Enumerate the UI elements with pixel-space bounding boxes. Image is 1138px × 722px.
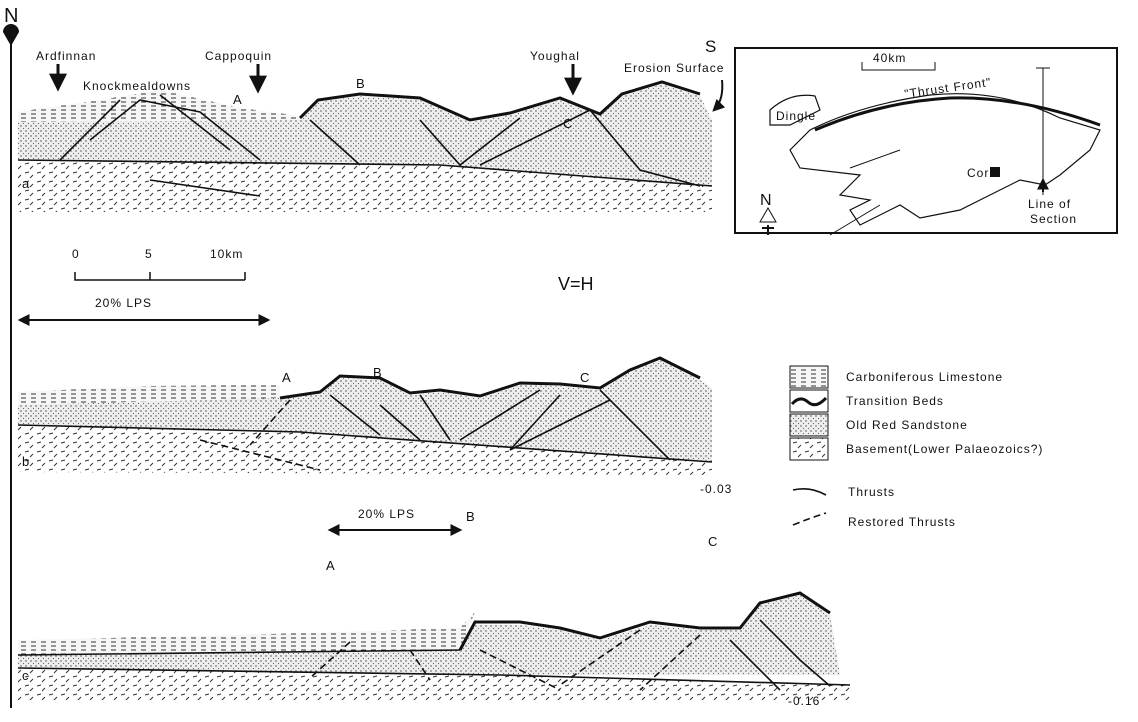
shortening: 20% LPS	[95, 296, 152, 310]
section-line-label: Section	[1030, 212, 1077, 226]
section-line-label: Line of	[1028, 197, 1071, 211]
arrow	[714, 80, 722, 110]
marker-label: A	[233, 92, 242, 107]
shortening: 20% LPS	[358, 507, 415, 521]
panel-label: a	[22, 176, 30, 191]
marker-label: B	[466, 509, 475, 524]
scale-tick: 10km	[210, 247, 243, 261]
ratio: V=H	[558, 274, 594, 294]
value-label: -0.16	[788, 694, 820, 708]
legend-label: Carboniferous Limestone	[846, 370, 1003, 384]
legend: Carboniferous Limestone Transition Beds …	[790, 366, 1043, 529]
marker-label: C	[563, 116, 572, 131]
legend-label: Old Red Sandstone	[846, 418, 968, 432]
scale-tick: 5	[145, 247, 153, 261]
inset-place: Dingle	[776, 109, 816, 123]
inset-north: N	[760, 192, 772, 209]
legend-label: Thrusts	[848, 485, 895, 499]
place-label: Youghal	[530, 49, 580, 63]
marker-label: A	[326, 558, 335, 573]
marker-label: B	[356, 76, 365, 91]
place-label: Cappoquin	[205, 49, 272, 63]
south-label: S	[705, 37, 716, 56]
section-a: a Ardfinnan Knockmealdowns Cappoquin You…	[18, 37, 724, 212]
inset-map: 40km Dingle "Thrust Front" Cork Line of …	[735, 48, 1117, 235]
cork-marker	[990, 167, 1000, 177]
place-label: Ardfinnan	[36, 49, 96, 63]
inset-scale: 40km	[873, 51, 906, 65]
section-b: 20% LPS b A B C -0.03	[18, 296, 732, 496]
place-label: Knockmealdowns	[83, 79, 191, 93]
marker-label: B	[373, 365, 382, 380]
section-c: 20% LPS c A B C -0.16	[18, 507, 850, 708]
value-label: -0.03	[700, 482, 732, 496]
scale-bar: 0 5 10km V=H	[72, 247, 594, 294]
marker-label: A	[282, 370, 291, 385]
panel-label: b	[22, 454, 29, 469]
legend-label: Restored Thrusts	[848, 515, 956, 529]
marker-label: C	[580, 370, 589, 385]
panel-label: c	[22, 668, 29, 683]
north-label: N	[4, 5, 18, 27]
scale-tick: 0	[72, 247, 80, 261]
legend-label: Transition Beds	[846, 394, 944, 408]
marker-label: C	[708, 534, 717, 549]
place-label: Erosion Surface	[624, 61, 724, 75]
legend-label: Basement(Lower Palaeozoics?)	[846, 442, 1043, 456]
figure: N a Ardfinnan Knockmealdowns Cappoquin Y…	[0, 0, 1138, 722]
